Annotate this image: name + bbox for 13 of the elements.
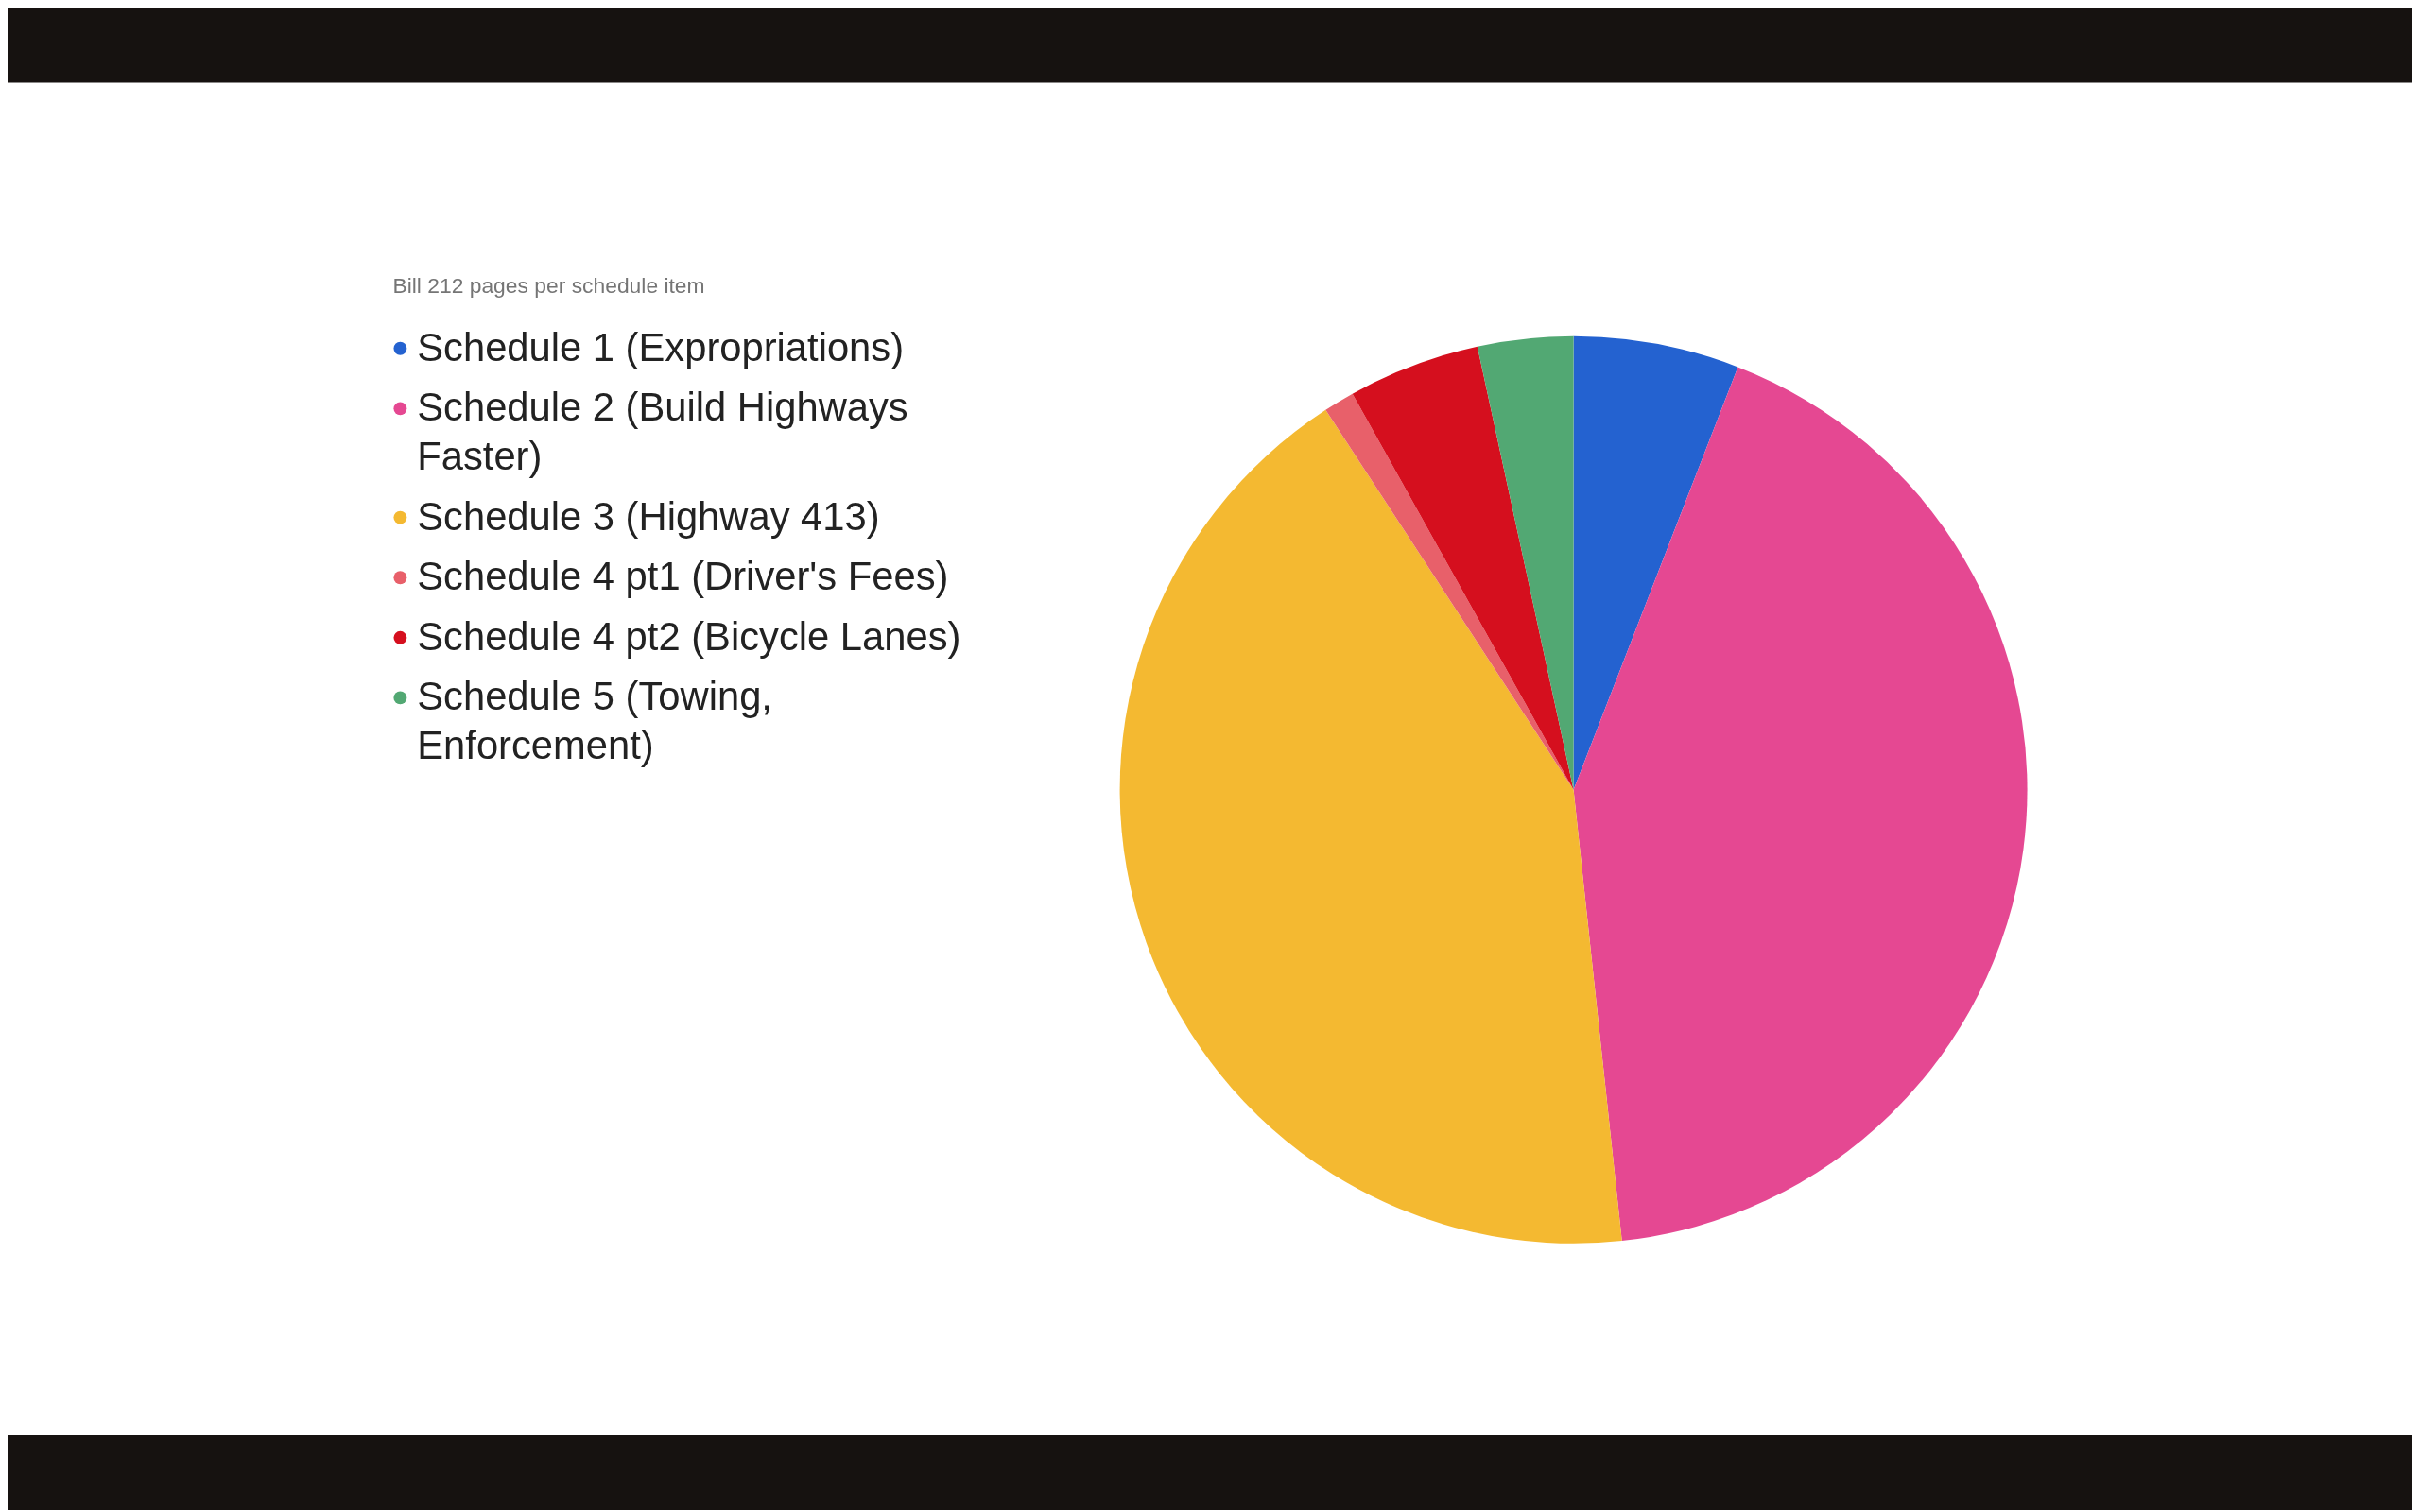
chart-title: Bill 212 pages per schedule item	[392, 273, 705, 299]
legend-label: Schedule 3 (Highway 413)	[417, 493, 880, 539]
legend-label: Schedule 5 (Towing, Enforcement)	[417, 674, 772, 767]
pie-slice	[1119, 409, 1622, 1244]
legend-label: Schedule 2 (Build Highways Faster)	[417, 385, 908, 478]
pie-slice	[1573, 335, 1738, 790]
legend-label: Schedule 1 (Expropriations)	[417, 324, 905, 369]
pie-slice	[1352, 346, 1574, 790]
pie-slice	[1573, 367, 2027, 1242]
legend-label: Schedule 4 pt1 (Driver's Fees)	[417, 554, 949, 599]
pie-slice	[1325, 393, 1574, 790]
pie-slice	[1477, 335, 1574, 790]
legend-label: Schedule 4 pt2 (Bicycle Lanes)	[417, 613, 961, 659]
